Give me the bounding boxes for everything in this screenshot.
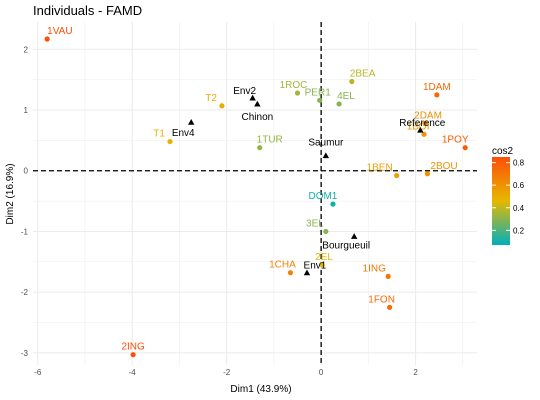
x-tick-labels: -6 -4 -2 0 2 bbox=[34, 368, 418, 377]
supplementary-label: Chinon bbox=[242, 112, 274, 123]
individual-point bbox=[434, 92, 440, 98]
individual-point bbox=[336, 101, 342, 107]
supplementary-point bbox=[350, 233, 358, 239]
x-tick-label: -6 bbox=[34, 368, 42, 377]
supplementary-point bbox=[303, 269, 311, 276]
individual-label: 1CHA bbox=[269, 260, 296, 271]
y-tick-label: 1 bbox=[24, 106, 29, 115]
individual-point bbox=[294, 90, 301, 96]
grid-lines bbox=[33, 22, 477, 365]
supplementary-points: Env2 Chinon Env4 Saumur Reference Bourgueuil E… bbox=[172, 86, 446, 276]
x-tick-label: 2 bbox=[413, 368, 418, 377]
y-tick-label: -1 bbox=[21, 227, 29, 236]
individual-point bbox=[323, 228, 329, 235]
individual-points: 1VAU2INGT2T11ROCPER12BEA4EL1TUR1DAM2DAM1… bbox=[44, 26, 469, 358]
legend-tick-label: 0.4 bbox=[513, 204, 525, 213]
individual-label: 1ING bbox=[363, 263, 387, 274]
individual-point bbox=[44, 36, 50, 42]
x-axis-label: Dim1 (43.9%) bbox=[230, 384, 291, 395]
x-tick-label: 0 bbox=[319, 368, 324, 377]
individual-point bbox=[385, 273, 391, 279]
y-tick-label: -3 bbox=[21, 349, 29, 358]
individual-point bbox=[319, 262, 325, 268]
individual-point bbox=[287, 270, 294, 276]
individual-point bbox=[422, 120, 428, 126]
x-tick-label: -2 bbox=[223, 368, 231, 377]
individual-label: 2BEA bbox=[350, 68, 376, 79]
supplementary-point bbox=[249, 94, 256, 101]
legend-ticks: 0.8 0.6 0.4 0.2 bbox=[492, 159, 525, 235]
y-axis-label: Dim2 (16.9%) bbox=[5, 163, 16, 224]
y-tick-label: 0 bbox=[24, 167, 29, 176]
individual-point bbox=[219, 103, 225, 109]
individual-label: 1FON bbox=[368, 294, 395, 305]
individual-label: 2EL bbox=[315, 252, 333, 263]
individual-label: 1VAU bbox=[47, 26, 72, 37]
individual-label: PER1 bbox=[305, 87, 332, 98]
x-tick-label: -4 bbox=[129, 368, 137, 377]
individual-point bbox=[317, 97, 323, 103]
individual-label: 2DAM bbox=[414, 110, 442, 121]
individual-label: 1DAM bbox=[423, 82, 451, 93]
y-tick-label: -2 bbox=[21, 288, 29, 297]
reference-lines bbox=[33, 22, 477, 365]
legend-tick-label: 0.6 bbox=[513, 181, 525, 190]
legend-colorbar bbox=[492, 157, 510, 245]
individual-point bbox=[421, 131, 427, 137]
individual-label: T1 bbox=[153, 129, 165, 140]
supplementary-label: Env1 bbox=[304, 261, 327, 272]
individual-point bbox=[130, 352, 136, 358]
chart-title: Individuals - FAMD bbox=[33, 3, 142, 18]
y-tick-labels: -3 -2 -1 0 1 2 bbox=[21, 45, 29, 358]
supplementary-point bbox=[322, 152, 330, 159]
supplementary-label: Env4 bbox=[172, 128, 195, 139]
individual-point bbox=[462, 145, 468, 151]
individual-label: 1BOI bbox=[407, 121, 430, 132]
individual-point bbox=[257, 145, 263, 151]
individual-label: DOM1 bbox=[308, 191, 337, 202]
individual-label: 1TUR bbox=[257, 135, 283, 146]
individual-label: T2 bbox=[205, 93, 217, 104]
supplementary-point bbox=[254, 100, 261, 107]
supplementary-label: Bourgueuil bbox=[322, 240, 370, 251]
individual-point bbox=[424, 171, 431, 177]
supplementary-point bbox=[188, 118, 195, 125]
individual-label: 4EL bbox=[337, 91, 355, 102]
individual-label: 2ING bbox=[121, 342, 145, 353]
supplementary-label: Env2 bbox=[233, 86, 256, 97]
supplementary-point bbox=[417, 126, 424, 133]
individual-label: 1POY bbox=[442, 135, 469, 146]
individual-label: 3EL bbox=[306, 218, 324, 229]
y-tick-label: 2 bbox=[24, 45, 29, 54]
supplementary-label: Saumur bbox=[308, 138, 344, 149]
individual-label: 1ROC bbox=[280, 80, 308, 91]
supplementary-label: Reference bbox=[399, 118, 446, 129]
individual-point bbox=[167, 138, 173, 145]
individual-point bbox=[387, 304, 393, 310]
individual-label: 1BEN bbox=[367, 163, 393, 174]
individual-point bbox=[349, 78, 355, 85]
legend-tick-label: 0.8 bbox=[513, 159, 525, 168]
individual-point bbox=[330, 201, 336, 207]
legend-tick-label: 0.2 bbox=[513, 226, 525, 235]
legend-title: cos2 bbox=[492, 146, 514, 157]
cos2-legend: cos2 0.8 0.6 0.4 0.2 bbox=[492, 146, 525, 245]
individual-label: 2BOU bbox=[430, 161, 457, 172]
individual-point bbox=[394, 172, 400, 179]
